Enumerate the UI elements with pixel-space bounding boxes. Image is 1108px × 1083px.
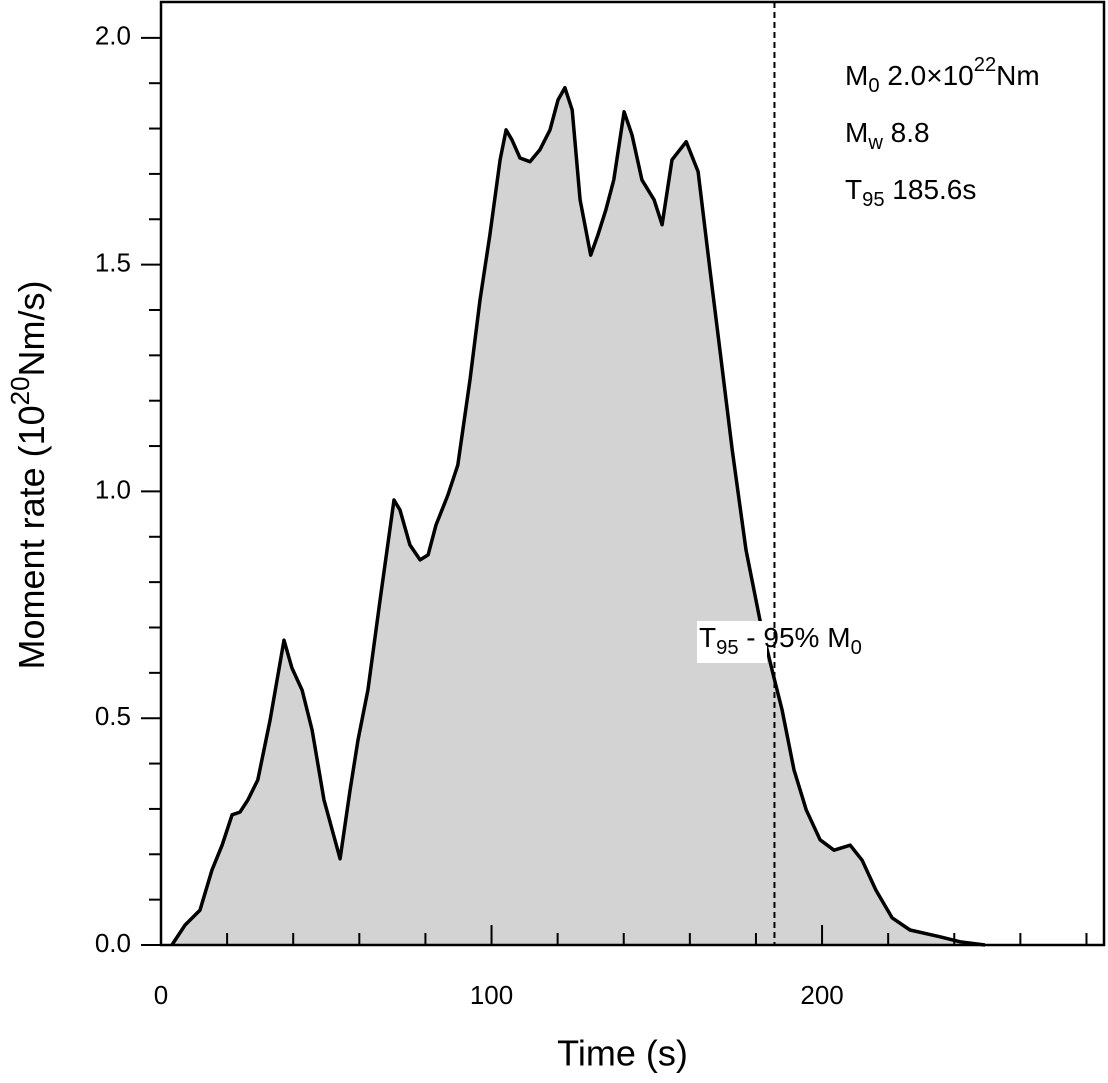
- area-fill: [171, 87, 986, 945]
- text-run: - 95% M: [739, 622, 851, 653]
- plot-frame: [159, 0, 1106, 947]
- script-text: 20: [7, 377, 35, 406]
- text-run: Nm: [996, 60, 1040, 91]
- y-tick-label: 0.0: [95, 928, 131, 958]
- text-run: T: [699, 622, 716, 653]
- script-text: 0: [868, 75, 879, 97]
- label-background: [697, 621, 767, 663]
- annotation: T95 185.6s: [845, 174, 976, 211]
- text-run: T: [845, 174, 862, 205]
- text-run: 185.6s: [885, 174, 977, 205]
- area-line: [170, 85, 986, 947]
- annotation: Mw 8.8: [845, 117, 930, 154]
- text-run: Moment rate (10: [11, 405, 52, 669]
- script-text: 95: [862, 189, 884, 211]
- y-tick-label: 2.0: [95, 21, 131, 51]
- x-axis-label: Time (s): [557, 1033, 688, 1074]
- text-run: M: [845, 60, 868, 91]
- x-tick-label: 200: [800, 980, 843, 1010]
- script-text: 22: [974, 54, 996, 76]
- y-tick-label: 1.5: [95, 247, 131, 277]
- text-run: Nm/s): [11, 281, 52, 377]
- x-tick-label: 100: [470, 980, 513, 1010]
- script-text: 95: [716, 637, 738, 659]
- script-text: 0: [851, 637, 862, 659]
- text-run: M: [845, 117, 868, 148]
- marker-label: T95 - 95% M0: [699, 622, 862, 659]
- y-tick-label: 1.0: [95, 474, 131, 504]
- text-run: 2.0×10: [880, 60, 974, 91]
- y-tick-label: 0.5: [95, 701, 131, 731]
- text-run: 8.8: [883, 117, 930, 148]
- annotation: M0 2.0×1022Nm: [845, 54, 1040, 97]
- script-text: w: [867, 132, 883, 154]
- y-axis-label: Moment rate (1020Nm/s): [7, 281, 52, 670]
- x-tick-label: 0: [154, 980, 168, 1010]
